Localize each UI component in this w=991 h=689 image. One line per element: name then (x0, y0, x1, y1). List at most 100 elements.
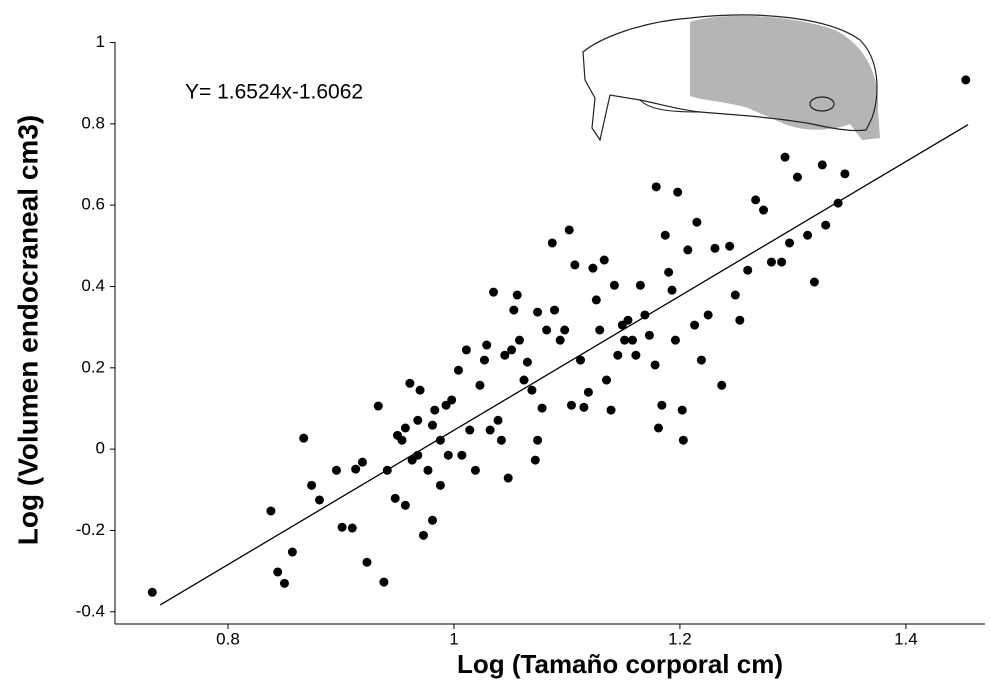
y-tick-label: -0.4 (76, 601, 105, 620)
point (588, 263, 598, 273)
y-tick-label: 0.2 (81, 357, 105, 376)
point (651, 182, 661, 192)
point (833, 198, 843, 208)
point (400, 500, 410, 510)
point (453, 365, 463, 375)
point (493, 415, 503, 425)
point (550, 305, 560, 315)
point (307, 480, 317, 490)
point (331, 465, 341, 475)
point (591, 295, 601, 305)
point (759, 205, 769, 215)
point (514, 335, 524, 345)
point (533, 307, 543, 317)
point (623, 315, 633, 325)
point (785, 238, 795, 248)
point (527, 385, 537, 395)
point (792, 172, 802, 182)
point (357, 457, 367, 467)
point (613, 350, 623, 360)
point (427, 515, 437, 525)
point (542, 325, 552, 335)
point (397, 435, 407, 445)
point (627, 335, 637, 345)
point (457, 450, 467, 460)
point (405, 378, 415, 388)
equation: Y= 1.6524x-1.6062 (185, 81, 363, 104)
y-tick-label: 0.8 (81, 113, 105, 132)
point (821, 220, 831, 230)
point (423, 465, 433, 475)
point (717, 380, 727, 390)
point (299, 433, 309, 443)
point (570, 260, 580, 270)
point (547, 238, 557, 248)
point (673, 187, 683, 197)
point (751, 195, 761, 205)
point (803, 230, 813, 240)
point (677, 405, 687, 415)
point (635, 280, 645, 290)
point (507, 345, 517, 355)
point (279, 578, 289, 588)
point (650, 360, 660, 370)
point (730, 290, 740, 300)
x-tick-label: 1.4 (894, 629, 918, 648)
point (519, 375, 529, 385)
regression-line (159, 124, 969, 606)
point (961, 75, 971, 85)
point (373, 401, 383, 411)
y-tick-label: 1 (96, 32, 105, 51)
point (703, 310, 713, 320)
point (743, 265, 753, 275)
point (777, 257, 787, 267)
point (400, 423, 410, 433)
point (664, 267, 674, 277)
point (601, 375, 611, 385)
point (147, 587, 157, 597)
point (482, 340, 492, 350)
point (620, 335, 630, 345)
y-tick-label: -0.2 (76, 520, 105, 539)
point (564, 225, 574, 235)
point (735, 315, 745, 325)
point (595, 325, 605, 335)
point (560, 325, 570, 335)
point (435, 435, 445, 445)
point (725, 241, 735, 251)
point (579, 402, 589, 412)
point (441, 400, 451, 410)
point (512, 290, 522, 300)
y-tick-label: 0.6 (81, 195, 105, 214)
point (692, 217, 702, 227)
point (430, 405, 440, 415)
point (496, 435, 506, 445)
point (435, 480, 445, 490)
point (509, 305, 519, 315)
point (379, 577, 389, 587)
point (766, 257, 776, 267)
point (337, 522, 347, 532)
point (566, 400, 576, 410)
point (470, 465, 480, 475)
point (382, 465, 392, 475)
point (710, 243, 720, 253)
point (640, 310, 650, 320)
point (465, 425, 475, 435)
point (351, 464, 361, 474)
point (461, 345, 471, 355)
point (347, 523, 357, 533)
point (840, 169, 850, 179)
point (660, 230, 670, 240)
point (447, 395, 457, 405)
point (266, 506, 276, 516)
point (500, 350, 510, 360)
point (287, 547, 297, 557)
point (583, 387, 593, 397)
point (479, 355, 489, 365)
point (809, 277, 819, 287)
point (273, 567, 283, 577)
point (413, 415, 423, 425)
y-tick-label: 0.4 (81, 276, 105, 295)
x-axis-label: Log (Tamaño corporal cm) (457, 649, 783, 679)
